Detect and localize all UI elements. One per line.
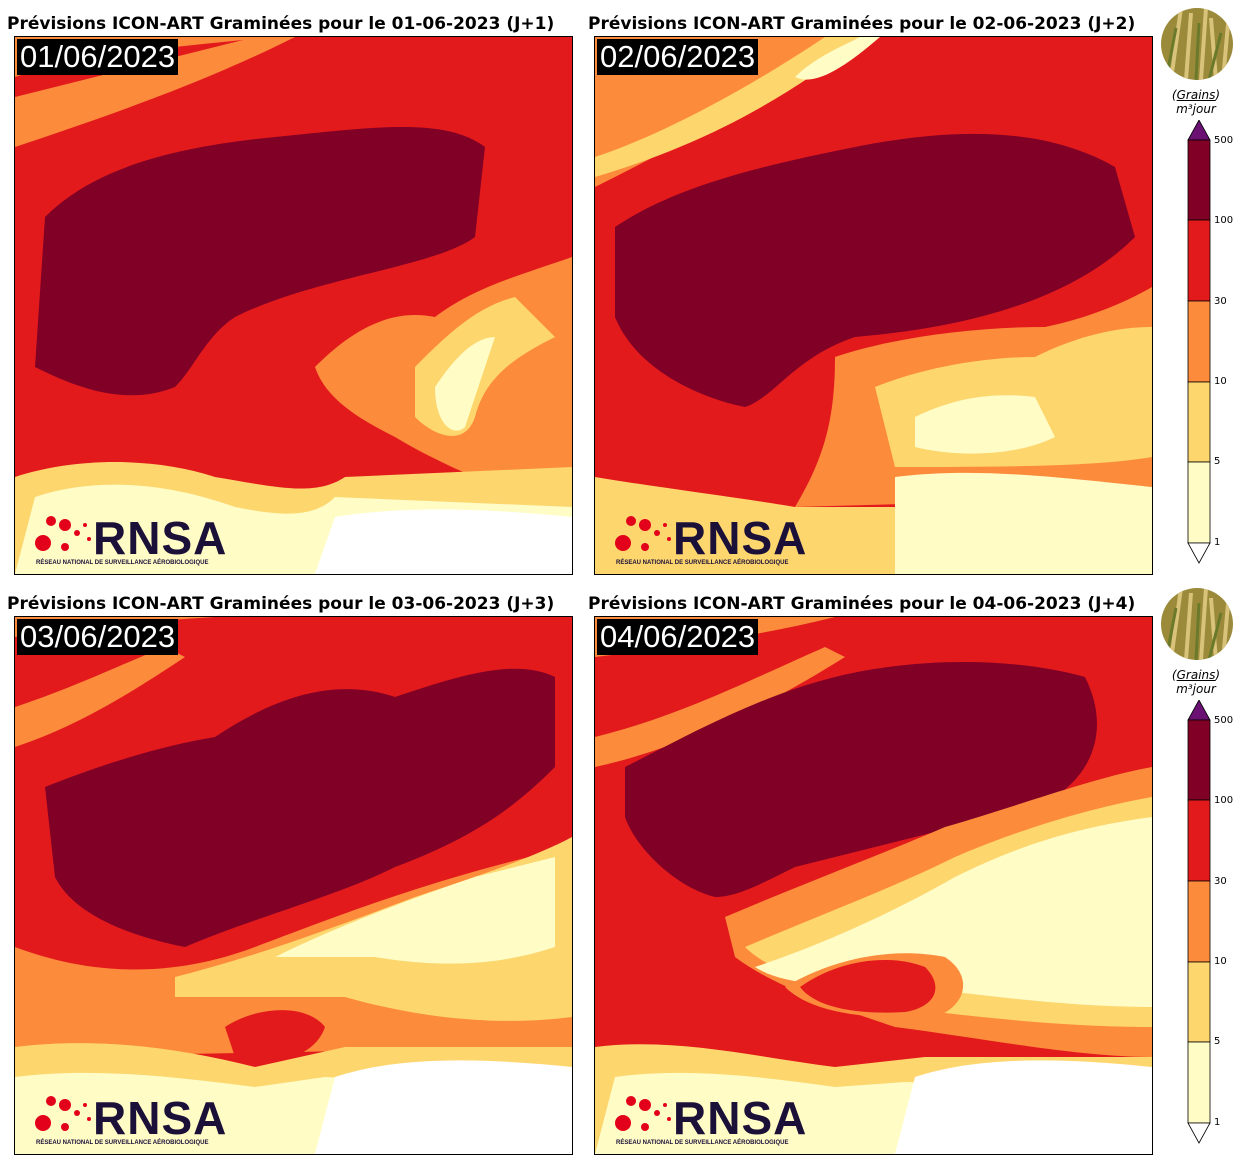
colorbar-tick-30-1: 30	[1214, 296, 1227, 307]
rnsa-logo-text-4: RNSA	[673, 1092, 808, 1144]
forecast-map-1: 01/06/2023 RNSA RÉSEAU NATIONAL DE SURVE…	[14, 36, 573, 575]
colorbar-tick-30-2: 30	[1214, 876, 1227, 887]
rnsa-dots-icon-4	[615, 1096, 671, 1131]
forecast-date-3: 03/06/2023	[17, 619, 179, 655]
colorbar-tick-1-1: 1	[1214, 537, 1221, 548]
rnsa-logo-subtitle-4: RÉSEAU NATIONAL DE SURVEILLANCE AÉROBIOL…	[616, 1140, 789, 1146]
colorbar-tick-5-1: 5	[1214, 456, 1221, 467]
colorbar-unit-1: (Grains) m³jour	[1171, 88, 1221, 116]
forecast-map-2: 02/06/2023 RNSA RÉSEAU NATIONAL DE SURVE…	[594, 36, 1153, 575]
panel-title-4: Prévisions ICON-ART Graminées pour le 04…	[588, 594, 1136, 614]
map-fill-1	[15, 37, 572, 574]
colorbar-2	[1187, 700, 1211, 1144]
colorbar-tick-10-2: 10	[1214, 956, 1227, 967]
unit-numerator-1: Grains	[1176, 88, 1216, 102]
forecast-date-4: 04/06/2023	[597, 619, 759, 655]
rnsa-logo-text-3: RNSA	[93, 1092, 228, 1144]
colorbar-tick-100-2: 100	[1214, 795, 1234, 806]
rnsa-dots-icon-1	[35, 516, 91, 551]
rnsa-dots-icon-2	[615, 516, 671, 551]
colorbar-tick-5-2: 5	[1214, 1036, 1221, 1047]
forecast-map-3: 03/06/2023 RNSA RÉSEAU NATIONAL DE SURVE…	[14, 616, 573, 1155]
rnsa-logo-4: RNSA RÉSEAU NATIONAL DE SURVEILLANCE AÉR…	[615, 1092, 825, 1150]
rnsa-logo-subtitle-1: RÉSEAU NATIONAL DE SURVEILLANCE AÉROBIOL…	[36, 560, 209, 566]
forecast-map-4: 04/06/2023 RNSA RÉSEAU NATIONAL DE SURVE…	[594, 616, 1153, 1155]
rnsa-logo-1: RNSA RÉSEAU NATIONAL DE SURVEILLANCE AÉR…	[35, 512, 245, 570]
panel-title-2: Prévisions ICON-ART Graminées pour le 02…	[588, 14, 1136, 34]
unit-numerator-2: Grains	[1176, 668, 1216, 682]
rnsa-logo-subtitle-3: RÉSEAU NATIONAL DE SURVEILLANCE AÉROBIOL…	[36, 1140, 209, 1146]
rnsa-logo-text-2: RNSA	[673, 512, 808, 564]
unit-denominator-1: m³jour	[1176, 102, 1216, 116]
forecast-date-2: 02/06/2023	[597, 39, 759, 75]
colorbar-tick-500-1: 500	[1214, 135, 1234, 146]
rnsa-logo-subtitle-2: RÉSEAU NATIONAL DE SURVEILLANCE AÉROBIOL…	[616, 560, 789, 566]
map-fill-4	[595, 617, 1152, 1154]
colorbar-1	[1187, 120, 1211, 564]
rnsa-logo-text-1: RNSA	[93, 512, 228, 564]
forecast-date-1: 01/06/2023	[17, 39, 179, 75]
rnsa-dots-icon-3	[35, 1096, 91, 1131]
colorbar-unit-2: (Grains) m³jour	[1171, 668, 1221, 696]
grass-photo-icon-1	[1161, 8, 1233, 80]
colorbar-tick-500-2: 500	[1214, 715, 1234, 726]
rnsa-logo-2: RNSA RÉSEAU NATIONAL DE SURVEILLANCE AÉR…	[615, 512, 825, 570]
rnsa-logo-3: RNSA RÉSEAU NATIONAL DE SURVEILLANCE AÉR…	[35, 1092, 245, 1150]
map-fill-3	[15, 617, 572, 1154]
colorbar-tick-10-1: 10	[1214, 376, 1227, 387]
colorbar-tick-1-2: 1	[1214, 1117, 1221, 1128]
unit-denominator-2: m³jour	[1176, 682, 1216, 696]
grass-photo-icon-2	[1161, 588, 1233, 660]
panel-title-1: Prévisions ICON-ART Graminées pour le 01…	[7, 14, 555, 34]
panel-title-3: Prévisions ICON-ART Graminées pour le 03…	[7, 594, 555, 614]
colorbar-tick-100-1: 100	[1214, 215, 1234, 226]
map-fill-2	[595, 37, 1152, 574]
